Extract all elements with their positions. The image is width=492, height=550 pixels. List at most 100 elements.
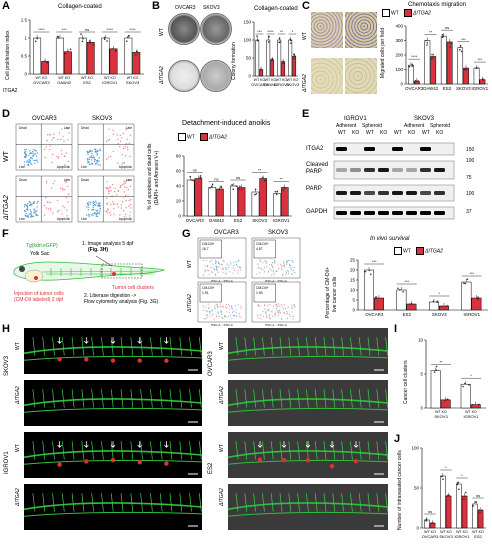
event-dot xyxy=(116,194,118,196)
event-dot xyxy=(68,195,70,198)
event-dot xyxy=(269,314,271,316)
blot-gapdh-band xyxy=(378,211,389,215)
intersegmental-vessel xyxy=(71,441,75,460)
y-tick-label: 1.5 xyxy=(21,18,28,23)
event-dot xyxy=(55,144,57,146)
event-dot xyxy=(29,153,31,155)
event-dot xyxy=(34,212,37,215)
intersegmental-vessel xyxy=(279,441,283,460)
event-dot xyxy=(33,153,36,156)
intersegmental-vessel xyxy=(244,337,248,356)
significance-label: *** xyxy=(62,27,67,32)
event-dot xyxy=(219,303,221,305)
event-dot xyxy=(53,180,56,182)
event-dot xyxy=(34,208,36,210)
event-dot xyxy=(46,139,48,142)
event-dot xyxy=(62,187,64,190)
d-chart: 0 20 40 60 80 OVCAR3 ns OAW42 ns ES2 ns SKOV3 ** IGRO… xyxy=(176,154,292,223)
y-tick-label: 0.5 xyxy=(21,54,28,59)
bar xyxy=(446,41,453,85)
event-dot xyxy=(117,162,119,165)
event-dot xyxy=(237,260,239,262)
event-dot xyxy=(129,155,131,158)
event-dot xyxy=(44,214,46,216)
gate-value: 1.90 xyxy=(256,291,263,295)
data-point xyxy=(235,185,238,188)
event-dot xyxy=(292,315,294,317)
event-dot xyxy=(31,158,34,160)
event-dot xyxy=(106,202,109,204)
intersegmental-vessel xyxy=(270,389,274,408)
event-dot xyxy=(90,201,92,203)
event-dot xyxy=(34,210,36,213)
b-row-wt: WT xyxy=(159,28,165,36)
event-dot xyxy=(280,263,282,265)
event-dot xyxy=(205,314,208,316)
tumor-cluster xyxy=(110,457,116,463)
f-inj1: Injection of tumor cells xyxy=(14,291,64,297)
event-dot xyxy=(122,183,124,186)
event-dot xyxy=(45,197,47,199)
data-point xyxy=(456,483,459,486)
event-dot xyxy=(112,203,115,205)
data-point xyxy=(431,53,433,56)
event-dot xyxy=(60,187,62,189)
data-point xyxy=(364,270,367,273)
data-point xyxy=(441,305,443,308)
c-micro-ovcar3-wt xyxy=(311,12,343,48)
event-dot xyxy=(283,312,285,315)
vessel-lower xyxy=(227,355,389,361)
bar xyxy=(270,59,275,77)
event-dot xyxy=(211,259,213,261)
data-point xyxy=(425,518,428,521)
event-dot xyxy=(122,162,124,164)
c-title: Chemotaxis migration xyxy=(408,2,467,8)
event-dot xyxy=(277,315,279,317)
event-dot xyxy=(52,183,54,185)
intersegmental-vessel xyxy=(253,337,256,356)
tumor-cluster xyxy=(353,459,359,464)
event-dot xyxy=(223,260,225,262)
event-dot xyxy=(123,191,126,193)
intersegmental-vessel xyxy=(179,389,183,408)
data-point xyxy=(64,52,67,55)
event-dot xyxy=(217,311,219,313)
e-blot-label-gapdh: GAPDH xyxy=(306,209,328,215)
e-sub-1: Adherent xyxy=(336,123,357,129)
d-row-wt: WT xyxy=(3,151,10,162)
data-point xyxy=(289,38,292,41)
event-dot xyxy=(208,273,210,275)
x-tick-label: OAW42 xyxy=(57,80,72,85)
event-dot xyxy=(34,162,36,164)
data-point xyxy=(80,33,82,35)
intersegmental-vessel xyxy=(189,389,192,408)
event-dot xyxy=(230,263,232,265)
g-legend-wt: WT xyxy=(403,248,411,255)
event-dot xyxy=(88,201,90,203)
blot-parp-band xyxy=(336,191,347,195)
event-dot xyxy=(202,305,204,307)
intersegmental-vessel xyxy=(71,493,75,512)
gate-value: 1.91 xyxy=(202,291,209,295)
intersegmental-vessel xyxy=(288,441,292,460)
intersegmental-vessel xyxy=(110,493,114,512)
data-point xyxy=(274,190,277,193)
event-dot xyxy=(98,212,101,215)
c-micro-skov3-ko xyxy=(345,58,377,94)
event-dot xyxy=(91,163,94,165)
event-dot xyxy=(57,156,60,158)
f-box xyxy=(101,263,143,279)
event-dot xyxy=(221,264,223,266)
intersegmental-vessel xyxy=(244,493,248,512)
event-dot xyxy=(257,317,259,319)
event-dot xyxy=(35,214,38,217)
vessel-lower xyxy=(227,407,389,413)
event-dot xyxy=(287,271,290,273)
event-dot xyxy=(257,305,259,307)
event-dot xyxy=(97,163,99,166)
significance-label: **** xyxy=(107,27,114,32)
event-dot xyxy=(222,305,224,307)
data-point xyxy=(282,60,284,63)
event-dot xyxy=(287,306,289,308)
g-legend-ko: ΔITGA2 xyxy=(425,248,443,255)
